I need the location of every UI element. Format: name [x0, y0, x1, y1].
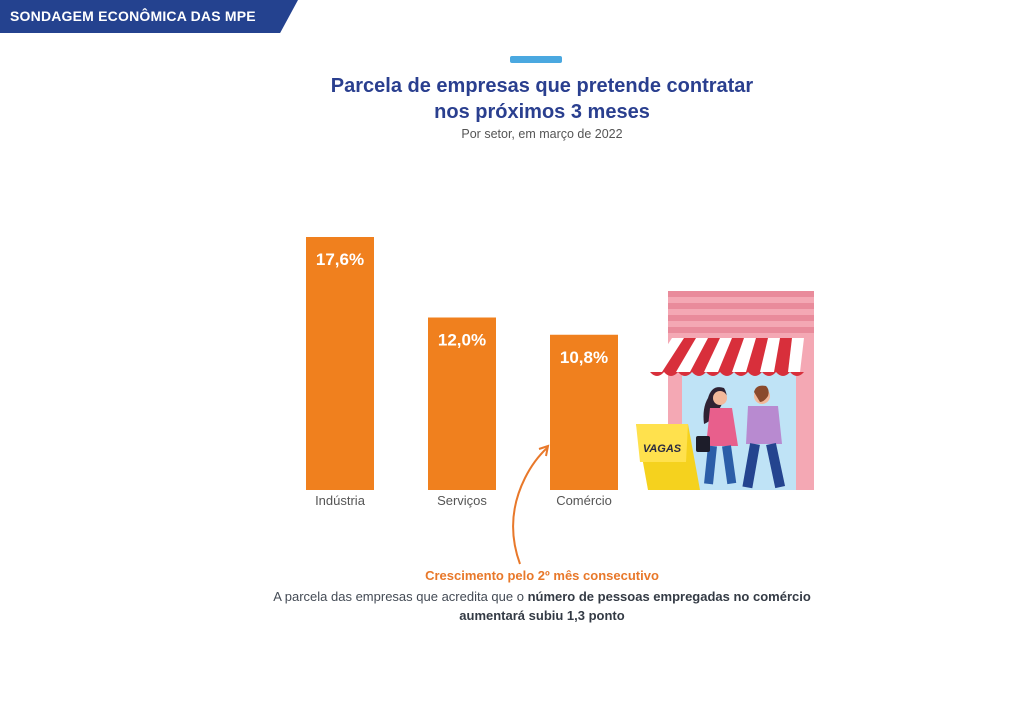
chart-title: Parcela de empresas que pretende contrat…: [262, 73, 822, 125]
vagas-sign: VAGAS: [636, 424, 700, 490]
annotation-title: Crescimento pelo 2º mês consecutivo: [425, 568, 659, 583]
bars-layer: 17,6% Indústria 12,0% Serviços 10,8% Comércio: [306, 237, 618, 508]
storefront-awning: [650, 338, 804, 376]
chart-title-line-2: nos próximos 3 meses: [434, 101, 650, 123]
section-banner-label: SONDAGEM ECONÔMICA DAS MPE: [10, 8, 256, 24]
vagas-sign-text: VAGAS: [643, 443, 682, 455]
chart-subtitle: Por setor, em março de 2022: [461, 127, 623, 141]
title-accent-bar: [510, 56, 562, 63]
annotation-arrow: [512, 444, 550, 565]
category-label-2: Serviços: [437, 493, 487, 508]
bar-1: [306, 237, 374, 490]
annotation-body-prefix: A parcela das empresas que acredita que …: [273, 589, 528, 604]
bar-2: [428, 317, 496, 490]
bar-value-label-2: 12,0%: [438, 331, 486, 350]
bar-3: [550, 334, 618, 490]
category-label-3: Comércio: [556, 493, 612, 508]
storefront-top-stripes: [668, 291, 814, 333]
annotation-body: A parcela das empresas que acredita que …: [262, 587, 822, 625]
woman-figure: [696, 387, 738, 485]
category-label-1: Indústria: [315, 493, 366, 508]
chart-title-line-1: Parcela de empresas que pretende contrat…: [330, 75, 754, 97]
annotation-body-bold: número de pessoas empregadas no comércio…: [459, 589, 811, 623]
section-banner: [0, 0, 298, 33]
storefront-illustration: VAGAS: [636, 291, 814, 490]
man-figure: [742, 385, 786, 489]
bar-value-label-1: 17,6%: [316, 250, 364, 269]
bar-value-label-3: 10,8%: [560, 348, 608, 367]
